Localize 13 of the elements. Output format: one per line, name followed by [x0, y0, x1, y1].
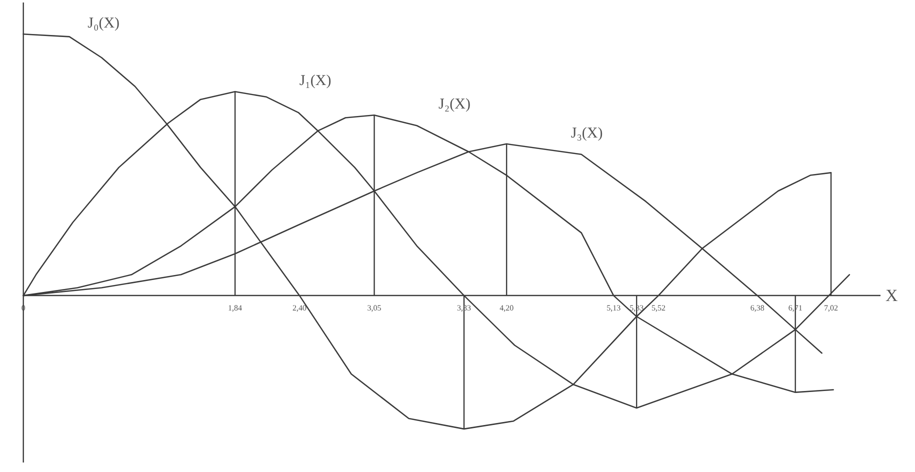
series-label: J₃(X) — [570, 125, 603, 142]
series-label: J₀(X) — [88, 15, 120, 32]
x-tick-label: 7,02 — [824, 304, 838, 313]
x-tick-label: 1,84 — [228, 304, 242, 313]
series-label: J₁(X) — [299, 73, 332, 89]
x-axis-title: X — [886, 286, 898, 306]
x-tick-label: 4,20 — [500, 304, 514, 313]
x-tick-label: 5,52 — [651, 304, 666, 313]
x-tick-label: 2,40 — [292, 304, 306, 313]
x-tick-label: 6,38 — [750, 304, 764, 313]
x-tick-label: 3,05 — [367, 304, 382, 313]
x-tick-label: 5,13 — [606, 304, 621, 313]
series-label: J₂(X) — [438, 96, 470, 113]
